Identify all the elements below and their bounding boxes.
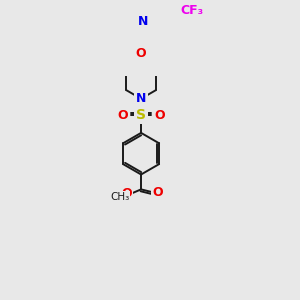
Text: CH₃: CH₃ — [110, 192, 129, 202]
Text: N: N — [137, 15, 148, 28]
Text: O: O — [154, 109, 165, 122]
Text: CF₃: CF₃ — [180, 4, 203, 17]
Text: O: O — [153, 186, 164, 199]
Text: S: S — [136, 108, 146, 122]
Text: O: O — [121, 187, 131, 200]
Text: O: O — [117, 109, 128, 122]
Text: N: N — [136, 92, 146, 105]
Text: O: O — [136, 47, 146, 60]
